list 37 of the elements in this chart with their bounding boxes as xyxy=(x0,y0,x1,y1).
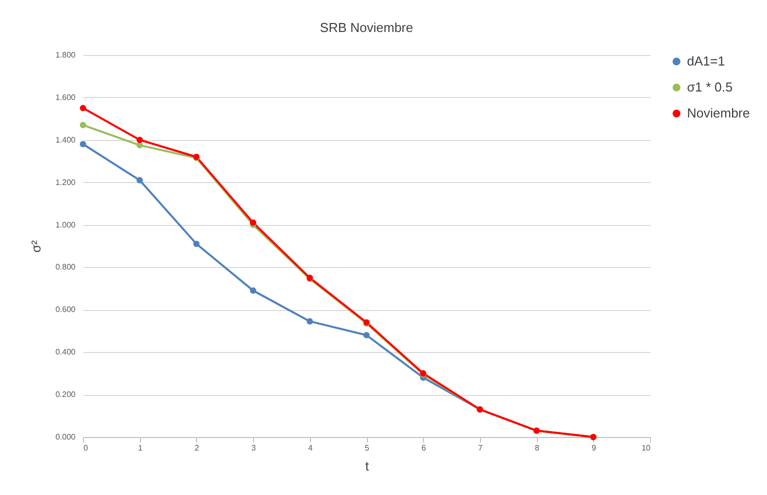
point xyxy=(136,142,143,148)
x-tick-label: 10 xyxy=(642,444,652,452)
y-tick-label: 1.000 xyxy=(55,220,76,230)
x-tick-label: 0 xyxy=(84,444,88,452)
point xyxy=(80,104,86,112)
point xyxy=(363,332,370,338)
y-tick-label: 1.800 xyxy=(55,50,76,60)
x-tick-label: 9 xyxy=(592,444,597,452)
x-tick-label: 3 xyxy=(251,444,256,452)
legend-label: dA1=1 xyxy=(687,54,725,68)
x-tick-label: 4 xyxy=(308,444,314,452)
x-tick-label: 5 xyxy=(364,444,370,452)
chart-title: SRB Noviembre xyxy=(320,20,414,35)
point xyxy=(193,240,200,248)
legend-label: Noviembre xyxy=(687,106,750,120)
x-tick-label: 6 xyxy=(421,444,426,452)
x-tick-label: 8 xyxy=(534,444,540,452)
y-tick-label: 1.600 xyxy=(55,92,76,102)
x-tick-label: 2 xyxy=(194,444,200,452)
y-tick-label: 0.400 xyxy=(55,348,76,357)
point xyxy=(136,136,143,144)
point xyxy=(250,287,256,294)
x-tick-label: 7 xyxy=(478,444,484,452)
point xyxy=(80,122,86,128)
y-tick-label: 1.400 xyxy=(55,135,76,144)
y-tick-label: 1.200 xyxy=(55,178,76,187)
x-axis-title: t xyxy=(365,458,370,474)
y-axis-title: σ² xyxy=(28,240,44,253)
point xyxy=(136,177,143,184)
point xyxy=(80,140,86,148)
x-tick-label: 1 xyxy=(138,444,143,452)
y-tick-label: 0.600 xyxy=(55,305,76,314)
legend-label: σ1 * 0.5 xyxy=(687,80,733,94)
y-tick-label: 0.200 xyxy=(55,390,76,400)
y-tick-label: 0.800 xyxy=(55,262,76,272)
y-tick-label: 0.000 xyxy=(55,432,76,442)
point xyxy=(306,318,313,324)
